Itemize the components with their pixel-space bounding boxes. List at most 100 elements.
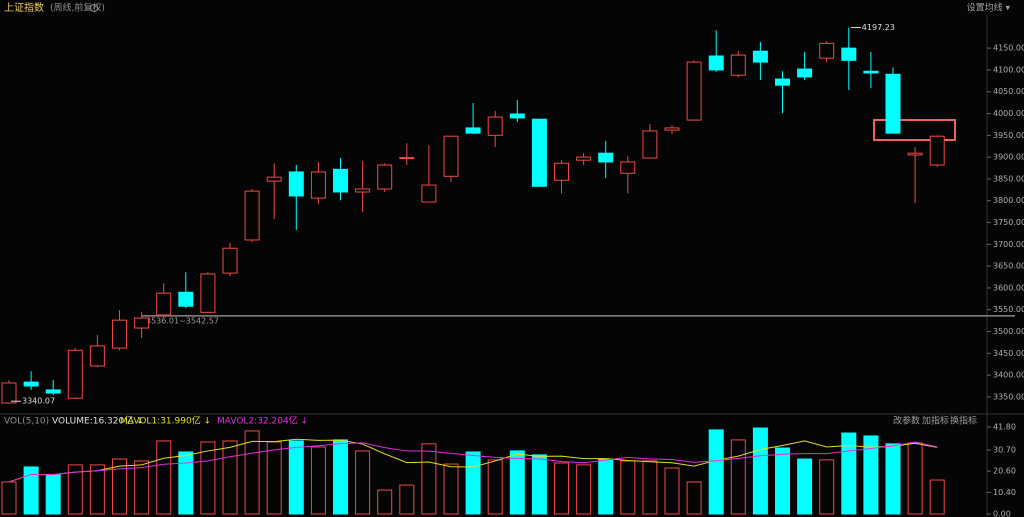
- candle-body: [664, 127, 680, 131]
- volume-bar: [664, 467, 680, 515]
- volume-bar: [244, 430, 260, 515]
- ma-line: [8, 438, 938, 483]
- candle-body: [134, 317, 150, 329]
- indicator-button[interactable]: 改参数: [893, 415, 920, 427]
- candle-body: [355, 188, 371, 193]
- candle-body: [841, 47, 857, 61]
- volume-bar: [730, 439, 746, 515]
- volume-bar: [686, 481, 702, 515]
- volume-bar: [355, 450, 371, 515]
- y-tick-label: 0.00: [993, 510, 1011, 517]
- volume-bar: [67, 464, 83, 515]
- volume-bar: [509, 450, 525, 515]
- candle-body: [863, 70, 879, 74]
- candle-body: [708, 55, 724, 71]
- volume-bar: [156, 440, 172, 515]
- y-tick-label: 3850.00: [993, 174, 1024, 183]
- volume-bar: [465, 451, 481, 515]
- highlight-box: [873, 119, 956, 141]
- candle-body: [465, 127, 481, 134]
- legend-entry: MAVOL2:32.204亿 ↓: [217, 415, 308, 427]
- candle-body: [509, 113, 525, 119]
- y-tick-label: 3450.00: [993, 349, 1024, 358]
- volume-bar: [178, 451, 194, 515]
- volume-bar: [576, 464, 592, 515]
- volume-bar: [819, 459, 835, 515]
- volume-bar: [266, 441, 282, 515]
- volume-bar: [222, 440, 238, 515]
- y-tick-label: 30.70: [993, 446, 1016, 455]
- y-tick-label: 3350.00: [993, 392, 1024, 401]
- y-tick-label: 3650.00: [993, 262, 1024, 271]
- candle-body: [178, 291, 194, 307]
- candle-body: [399, 157, 415, 160]
- candle-body: [686, 61, 702, 121]
- indicator-button[interactable]: 加指标: [922, 415, 949, 427]
- volume-bar: [863, 435, 879, 515]
- y-tick-label: 3950.00: [993, 131, 1024, 140]
- y-tick-label: 3750.00: [993, 218, 1024, 227]
- chart-title: 上证指数: [4, 1, 44, 14]
- candle-body: [620, 161, 636, 174]
- legend-entry: MAVOL1:31.990亿 ↓: [120, 415, 211, 427]
- volume-bar: [200, 441, 216, 515]
- candle-body: [819, 42, 835, 59]
- candle-body: [885, 73, 901, 134]
- volume-bar: [1, 481, 17, 515]
- candle-body: [156, 292, 172, 316]
- ma-line: [8, 441, 938, 483]
- candle-body: [222, 247, 238, 274]
- candle-body: [929, 135, 945, 166]
- candle-body: [421, 184, 437, 203]
- chart-subtitle: (周线,前复权): [50, 2, 105, 14]
- volume-bar: [399, 484, 415, 515]
- candle-body: [487, 116, 503, 136]
- candle-body: [1, 382, 17, 404]
- volume-bar: [841, 432, 857, 515]
- candle-body: [907, 152, 923, 156]
- volume-bar: [112, 458, 127, 515]
- min-annotation: 3340.07: [22, 397, 55, 406]
- y-tick-label: 3800.00: [993, 196, 1024, 205]
- y-tick-label: 3600.00: [993, 283, 1024, 292]
- y-tick-label: 3550.00: [993, 305, 1024, 314]
- candle-body: [112, 319, 127, 349]
- settings-icon[interactable]: [90, 4, 98, 12]
- candle-body: [23, 381, 39, 387]
- candle-body: [730, 54, 746, 76]
- candle-body: [576, 156, 592, 161]
- volume-title: VOL(5,10): [4, 417, 49, 427]
- volume-bar: [487, 459, 503, 515]
- candle-body: [89, 345, 105, 367]
- candle-body: [598, 152, 614, 163]
- candle-body: [310, 171, 326, 199]
- candle-body: [288, 171, 304, 197]
- candle-body: [333, 168, 348, 193]
- range-label: 3536.01~3542.57: [146, 316, 219, 325]
- volume-bar: [443, 463, 459, 515]
- volume-bar: [797, 458, 813, 515]
- indicator-button[interactable]: 换指标: [950, 415, 977, 427]
- y-tick-label: 4050.00: [993, 87, 1024, 96]
- candle-body: [797, 68, 813, 78]
- volume-bar: [929, 479, 945, 515]
- y-tick-label: 3400.00: [993, 371, 1024, 380]
- candle-body: [554, 162, 569, 181]
- candle-body: [642, 130, 658, 159]
- volume-bar: [23, 466, 39, 515]
- y-tick-label: 4100.00: [993, 65, 1024, 74]
- ma-settings-button[interactable]: 设置均线 ▾: [967, 2, 1011, 14]
- candle-body: [531, 118, 547, 187]
- y-tick-label: 41.80: [993, 423, 1016, 432]
- candle-body: [67, 349, 83, 399]
- volume-bar: [531, 454, 547, 515]
- y-tick-label: 4150.00: [993, 44, 1024, 53]
- volume-bar: [752, 427, 768, 515]
- volume-bar: [45, 474, 61, 515]
- volume-bar: [377, 489, 393, 515]
- volume-bar: [310, 446, 326, 515]
- volume-bar: [288, 440, 304, 515]
- volume-bar: [885, 443, 901, 515]
- volume-bar: [134, 460, 150, 515]
